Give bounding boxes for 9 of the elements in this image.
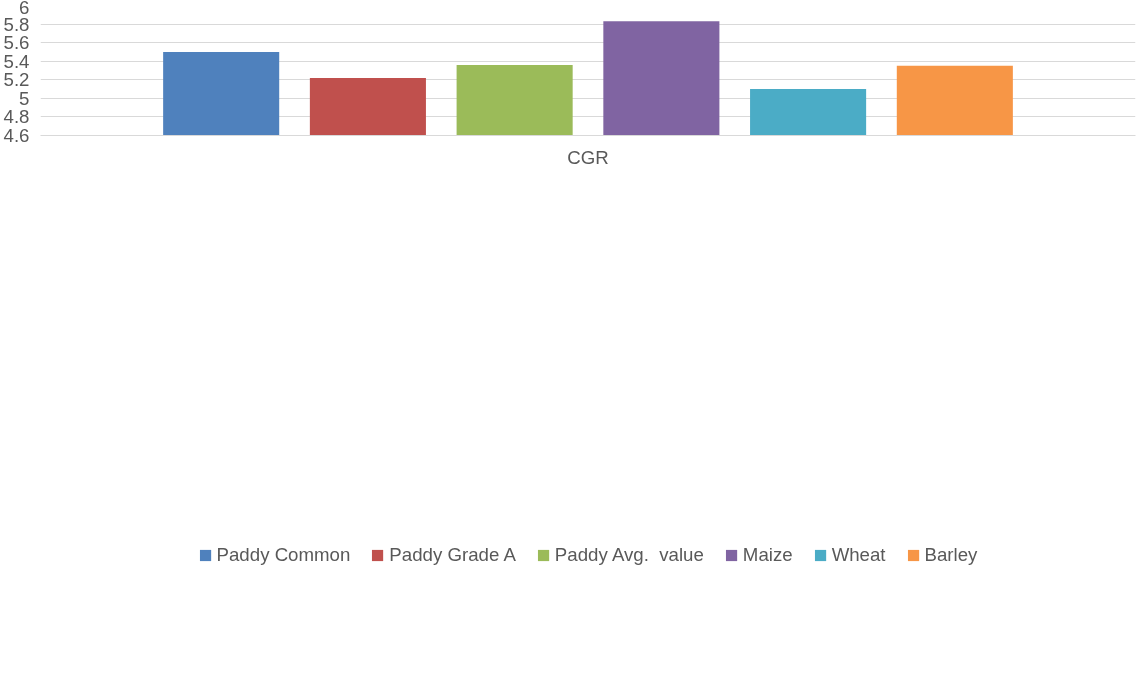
legend-label: Paddy Common — [216, 543, 351, 566]
legend-label: Maize — [742, 543, 793, 566]
legend-label: Barley — [924, 543, 978, 566]
legend-label: Paddy Grade A — [389, 543, 516, 566]
y-tick-label: 4.8 — [3, 106, 30, 128]
y-tick-label: 4.6 — [3, 125, 30, 146]
legend-label: Paddy Avg. value — [554, 543, 704, 566]
legend-label: Wheat — [831, 543, 886, 566]
x-tick-label: CGR — [567, 146, 609, 168]
